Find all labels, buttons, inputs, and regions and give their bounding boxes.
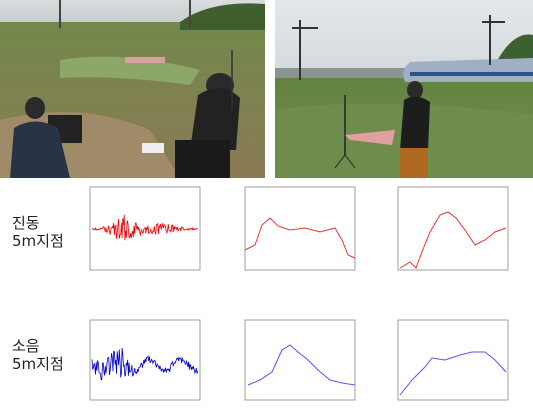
photo-right	[275, 0, 533, 178]
row-label: 5m지점	[12, 355, 64, 373]
chart-panels	[90, 187, 508, 400]
plot-frame	[245, 320, 355, 400]
photo-left	[0, 0, 265, 178]
page: {"labels": [{"line1": "진동", "line2": "5m…	[0, 0, 533, 420]
row-label: 소음	[12, 337, 40, 355]
figure: 진동 5m지점 소음 5m지점	[0, 0, 533, 420]
plot-frame	[398, 187, 508, 270]
plot-frame	[398, 320, 508, 400]
row-label: 진동	[12, 214, 40, 232]
row-label: 5m지점	[12, 232, 64, 250]
